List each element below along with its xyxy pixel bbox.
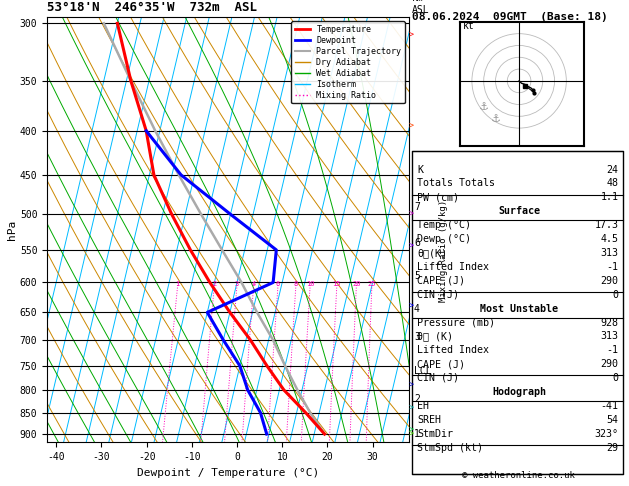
Text: 08.06.2024  09GMT  (Base: 18): 08.06.2024 09GMT (Base: 18) <box>412 12 608 22</box>
Text: LCL: LCL <box>414 366 431 376</box>
Text: θᴀ(K): θᴀ(K) <box>417 248 447 258</box>
Text: 0: 0 <box>612 373 618 383</box>
Text: 17.3: 17.3 <box>594 220 618 230</box>
Text: EH: EH <box>417 401 429 411</box>
Text: 6: 6 <box>414 238 420 248</box>
Text: -1: -1 <box>606 345 618 355</box>
Text: 1.1: 1.1 <box>600 192 618 202</box>
Text: 4: 4 <box>414 305 420 314</box>
Text: 8: 8 <box>294 281 298 287</box>
Text: 3: 3 <box>235 281 239 287</box>
Text: Totals Totals: Totals Totals <box>417 178 495 189</box>
Text: >: > <box>409 302 414 311</box>
Text: 5: 5 <box>414 271 420 281</box>
Text: km
ASL: km ASL <box>412 0 430 15</box>
Text: 20: 20 <box>352 281 360 287</box>
Y-axis label: hPa: hPa <box>7 220 17 240</box>
Text: 24: 24 <box>606 164 618 174</box>
Text: 928: 928 <box>600 317 618 328</box>
Text: 29: 29 <box>606 443 618 452</box>
Legend: Temperature, Dewpoint, Parcel Trajectory, Dry Adiabat, Wet Adiabat, Isotherm, Mi: Temperature, Dewpoint, Parcel Trajectory… <box>291 21 404 104</box>
Text: 2: 2 <box>414 394 420 404</box>
Text: kt: kt <box>462 21 474 31</box>
Text: Mixing Ratio (g/kg): Mixing Ratio (g/kg) <box>439 200 448 302</box>
Text: ⚓: ⚓ <box>479 103 489 112</box>
Text: 4: 4 <box>252 281 256 287</box>
Text: © weatheronline.co.uk: © weatheronline.co.uk <box>462 471 576 480</box>
Text: Lifted Index: Lifted Index <box>417 262 489 272</box>
X-axis label: Dewpoint / Temperature (°C): Dewpoint / Temperature (°C) <box>137 468 319 478</box>
Text: 6: 6 <box>276 281 280 287</box>
Text: >: > <box>409 242 414 251</box>
Text: 4.5: 4.5 <box>600 234 618 244</box>
Text: >: > <box>409 430 414 438</box>
Text: Surface: Surface <box>498 207 540 216</box>
Text: K: K <box>417 164 423 174</box>
Text: CAPE (J): CAPE (J) <box>417 359 465 369</box>
Text: >: > <box>409 404 414 413</box>
Text: >: > <box>409 381 414 390</box>
Text: 54: 54 <box>606 415 618 425</box>
Text: SREH: SREH <box>417 415 441 425</box>
Text: 3: 3 <box>414 332 420 343</box>
Text: Hodograph: Hodograph <box>492 387 546 397</box>
Text: Lifted Index: Lifted Index <box>417 345 489 355</box>
Text: 1: 1 <box>175 281 180 287</box>
Text: 0: 0 <box>612 290 618 299</box>
Text: θᴀ (K): θᴀ (K) <box>417 331 453 342</box>
Text: 313: 313 <box>600 331 618 342</box>
Text: 290: 290 <box>600 276 618 286</box>
Text: Pressure (mb): Pressure (mb) <box>417 317 495 328</box>
Text: 15: 15 <box>333 281 341 287</box>
Text: >: > <box>409 210 414 219</box>
Text: 25: 25 <box>368 281 376 287</box>
Text: 1: 1 <box>414 429 420 439</box>
Text: StmDir: StmDir <box>417 429 453 439</box>
Text: 10: 10 <box>306 281 314 287</box>
Text: CAPE (J): CAPE (J) <box>417 276 465 286</box>
Text: CIN (J): CIN (J) <box>417 373 459 383</box>
Text: 313: 313 <box>600 248 618 258</box>
Text: StmSpd (kt): StmSpd (kt) <box>417 443 483 452</box>
Text: Temp (°C): Temp (°C) <box>417 220 471 230</box>
Text: -41: -41 <box>600 401 618 411</box>
Text: 48: 48 <box>606 178 618 189</box>
Text: 290: 290 <box>600 359 618 369</box>
Text: 323°: 323° <box>594 429 618 439</box>
Text: 7: 7 <box>414 202 420 212</box>
Text: 2: 2 <box>212 281 216 287</box>
Text: CIN (J): CIN (J) <box>417 290 459 299</box>
Text: -1: -1 <box>606 262 618 272</box>
Text: >: > <box>409 31 414 40</box>
Text: Dewp (°C): Dewp (°C) <box>417 234 471 244</box>
Text: >: > <box>409 122 414 131</box>
Text: Most Unstable: Most Unstable <box>480 304 558 314</box>
Text: PW (cm): PW (cm) <box>417 192 459 202</box>
Text: ⚓: ⚓ <box>491 114 501 124</box>
Text: >: > <box>409 425 414 434</box>
Text: 53°18'N  246°35'W  732m  ASL: 53°18'N 246°35'W 732m ASL <box>47 1 257 15</box>
